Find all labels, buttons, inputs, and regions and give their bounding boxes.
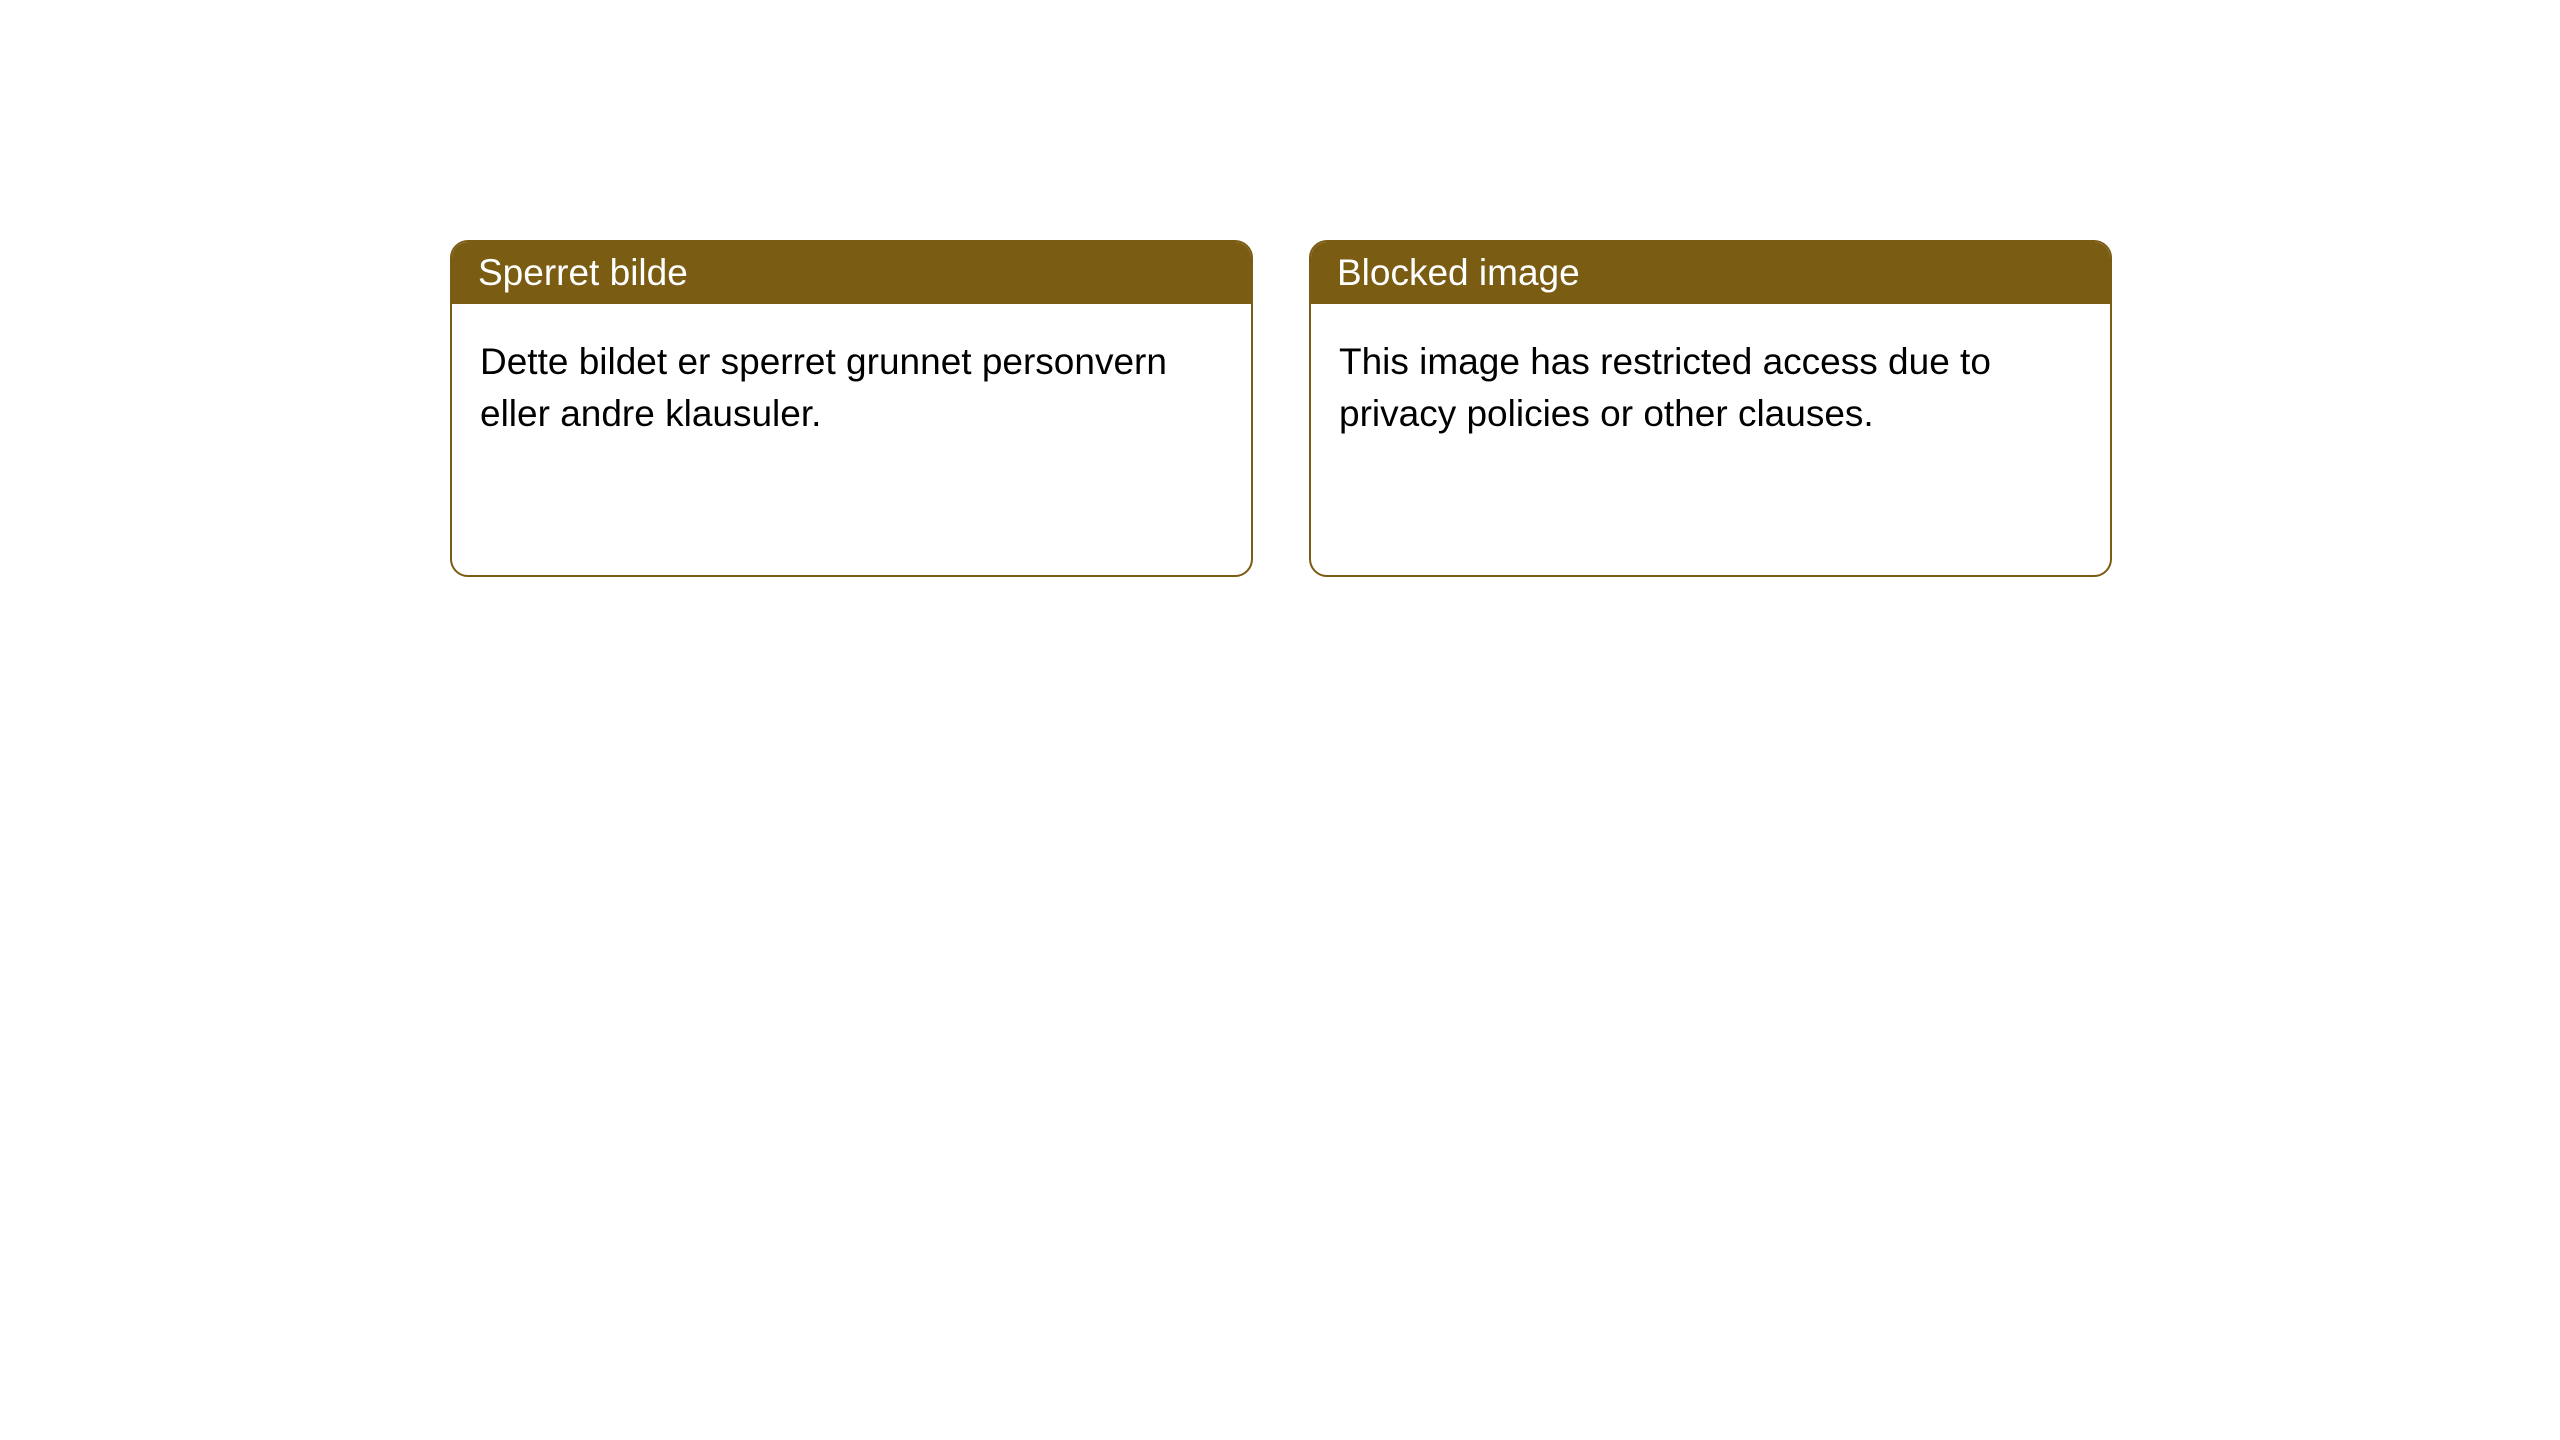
- notice-header: Sperret bilde: [452, 242, 1251, 304]
- notice-body-text: Dette bildet er sperret grunnet personve…: [480, 341, 1167, 434]
- notice-body-text: This image has restricted access due to …: [1339, 341, 1991, 434]
- notice-body: This image has restricted access due to …: [1311, 304, 2110, 472]
- notice-title: Sperret bilde: [478, 252, 688, 293]
- notice-box-english: Blocked image This image has restricted …: [1309, 240, 2112, 577]
- notice-container: Sperret bilde Dette bildet er sperret gr…: [0, 0, 2560, 577]
- notice-title: Blocked image: [1337, 252, 1580, 293]
- notice-body: Dette bildet er sperret grunnet personve…: [452, 304, 1251, 472]
- notice-box-norwegian: Sperret bilde Dette bildet er sperret gr…: [450, 240, 1253, 577]
- notice-header: Blocked image: [1311, 242, 2110, 304]
